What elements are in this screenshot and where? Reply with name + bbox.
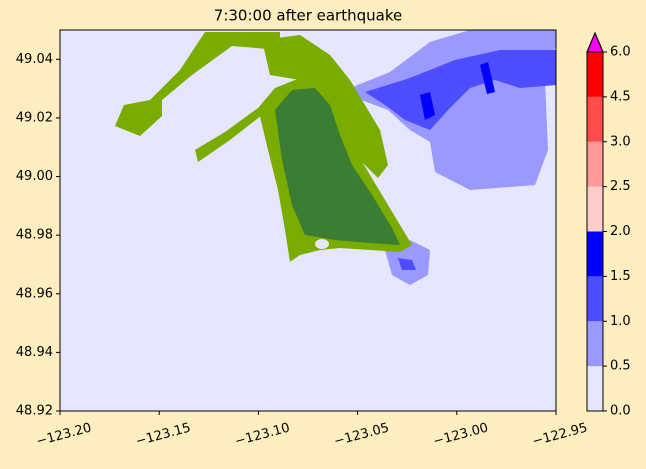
wave-strong [420, 62, 495, 120]
y-tick-label: 49.00 [16, 169, 53, 184]
colorbar-tick-label: 2.0 [610, 224, 631, 239]
colorbar-tick-label: 0.0 [610, 404, 631, 419]
plot-frame [59, 29, 557, 412]
land-interior [275, 88, 400, 245]
y-tick-label: 48.94 [16, 345, 53, 360]
colorbar-tick-label: 0.5 [610, 359, 631, 374]
y-tick-label: 49.02 [16, 110, 53, 125]
chart-title: 7:30:00 after earthquake [214, 7, 402, 25]
colorbar-segment [587, 141, 603, 187]
colorbar-tick-label: 2.5 [610, 179, 631, 194]
colorbar-tick-label: 3.0 [610, 134, 631, 149]
y-tick-label: 49.04 [16, 52, 53, 67]
land-strip [115, 32, 280, 136]
colorbar-segment [587, 276, 603, 322]
land-north [262, 35, 388, 178]
colorbar-tick-label: 1.0 [610, 314, 631, 329]
land-spit [195, 108, 262, 162]
y-tick-label: 48.98 [16, 228, 53, 243]
colorbar-segment [587, 52, 603, 97]
colorbar-segment [587, 186, 603, 232]
colorbar-tick-label: 6.0 [610, 45, 631, 60]
wave-south-medium [398, 258, 416, 270]
colorbar-segment [587, 96, 603, 142]
map [60, 30, 556, 411]
colorbar-segment [587, 231, 603, 277]
lake [315, 239, 329, 249]
y-tick-label: 48.92 [16, 404, 53, 419]
wave-medium [365, 50, 556, 130]
y-tick-label: 48.96 [16, 286, 53, 301]
colorbar-tick-label: 4.5 [610, 89, 631, 104]
colorbar-tick-label: 1.5 [610, 269, 631, 284]
colorbar-segment [587, 321, 603, 367]
colorbar-segment [587, 366, 603, 411]
